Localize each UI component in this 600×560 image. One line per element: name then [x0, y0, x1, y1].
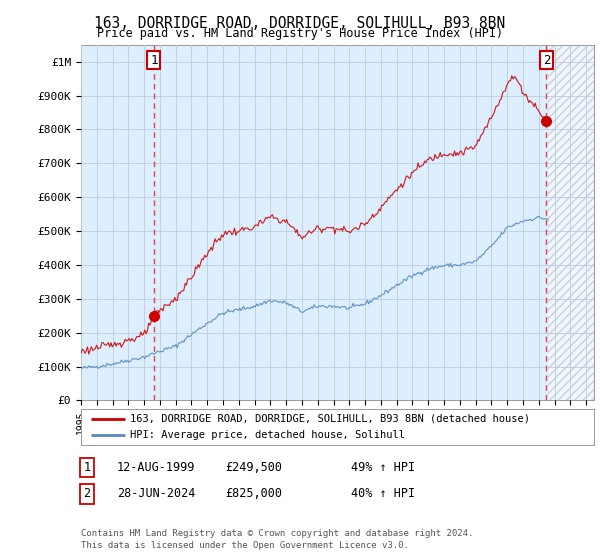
Text: 1: 1 [150, 54, 158, 67]
Text: 12-AUG-1999: 12-AUG-1999 [117, 461, 196, 474]
Text: 1: 1 [83, 461, 91, 474]
Text: 163, DORRIDGE ROAD, DORRIDGE, SOLIHULL, B93 8BN (detached house): 163, DORRIDGE ROAD, DORRIDGE, SOLIHULL, … [130, 414, 530, 423]
Text: 40% ↑ HPI: 40% ↑ HPI [351, 487, 415, 501]
Text: 163, DORRIDGE ROAD, DORRIDGE, SOLIHULL, B93 8BN: 163, DORRIDGE ROAD, DORRIDGE, SOLIHULL, … [94, 16, 506, 31]
Text: £249,500: £249,500 [225, 461, 282, 474]
Bar [548, 45, 594, 400]
Text: £825,000: £825,000 [225, 487, 282, 501]
Text: 28-JUN-2024: 28-JUN-2024 [117, 487, 196, 501]
Text: 2: 2 [543, 54, 550, 67]
Text: HPI: Average price, detached house, Solihull: HPI: Average price, detached house, Soli… [130, 431, 405, 440]
Text: 49% ↑ HPI: 49% ↑ HPI [351, 461, 415, 474]
Text: This data is licensed under the Open Government Licence v3.0.: This data is licensed under the Open Gov… [81, 541, 409, 550]
Text: 2: 2 [83, 487, 91, 501]
Text: Price paid vs. HM Land Registry's House Price Index (HPI): Price paid vs. HM Land Registry's House … [97, 27, 503, 40]
Text: Contains HM Land Registry data © Crown copyright and database right 2024.: Contains HM Land Registry data © Crown c… [81, 530, 473, 539]
